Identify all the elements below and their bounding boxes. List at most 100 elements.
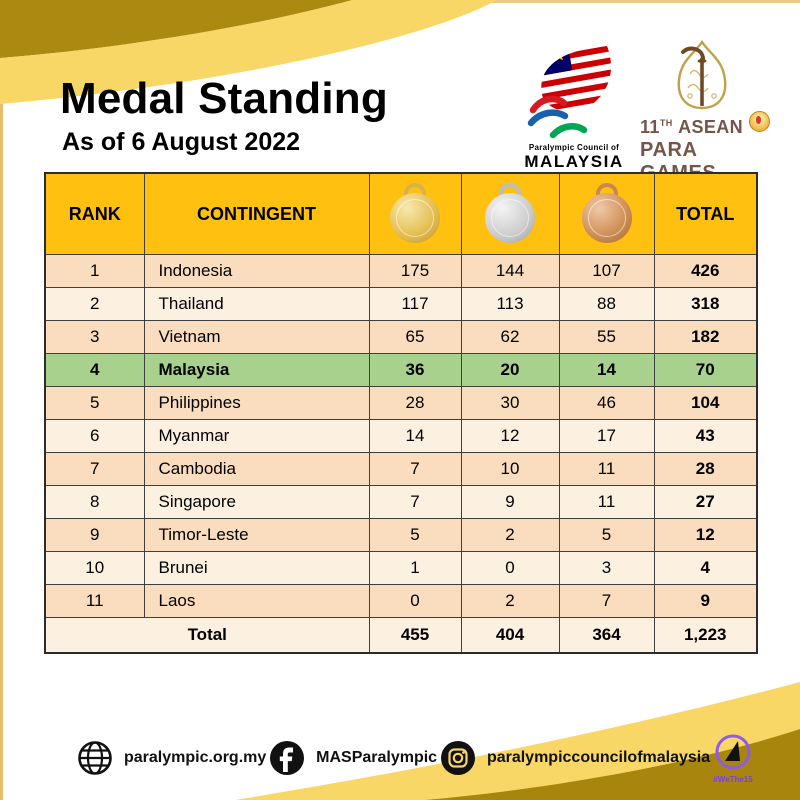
apg-line1: 11TH ASEAN: [640, 117, 744, 137]
header-total: TOTAL: [653, 172, 758, 255]
cell-total: 9: [653, 584, 758, 618]
cell-silver: 144: [460, 254, 560, 288]
cell-contingent: Philippines: [143, 386, 370, 420]
table-row: 8 Singapore 7 9 11 27: [44, 485, 758, 519]
cell-gold: 175: [368, 254, 462, 288]
facebook-item: MASParalympic: [268, 739, 437, 777]
facebook-icon: [270, 741, 305, 775]
cell-bronze: 17: [558, 419, 655, 453]
cell-rank: 1: [44, 254, 145, 288]
table-row: 11 Laos 0 2 7 9: [44, 584, 758, 618]
table-row: 9 Timor-Leste 5 2 5 12: [44, 518, 758, 552]
table-row: 7 Cambodia 7 10 11 28: [44, 452, 758, 486]
cell-gold: 14: [368, 419, 462, 453]
table-row: 6 Myanmar 14 12 17 43: [44, 419, 758, 453]
gunungan-keris-icon: [677, 39, 727, 110]
cell-bronze: 55: [558, 320, 655, 354]
pcm-caption-large: MALAYSIA: [524, 152, 624, 171]
cell-total: 27: [653, 485, 758, 519]
table-total-row: Total 455 404 364 1,223: [44, 617, 758, 654]
cell-gold: 117: [368, 287, 462, 321]
cell-rank: 10: [44, 551, 145, 585]
total-bronze: 364: [558, 617, 655, 654]
cell-contingent: Vietnam: [143, 320, 370, 354]
cell-bronze: 107: [558, 254, 655, 288]
page-subtitle: As of 6 August 2022: [62, 128, 301, 156]
cell-total: 318: [653, 287, 758, 321]
cell-bronze: 88: [558, 287, 655, 321]
page-title: Medal Standing: [60, 74, 388, 123]
apsf-emblem-icon: [749, 111, 770, 132]
header-gold: [368, 172, 462, 255]
cell-rank: 8: [44, 485, 145, 519]
cell-bronze: 7: [558, 584, 655, 618]
table-header-row: RANK CONTINGENT TOTAL: [44, 172, 758, 255]
wethe15-logo: #WeThe15: [712, 732, 754, 784]
bronze-medal-icon: [581, 183, 632, 245]
silver-medal-icon: [485, 183, 535, 245]
cell-total: 104: [653, 386, 758, 420]
table-row: 3 Vietnam 65 62 55 182: [44, 320, 758, 354]
cell-contingent: Malaysia: [143, 353, 370, 387]
cell-rank: 6: [44, 419, 145, 453]
cell-rank: 5: [44, 386, 145, 420]
cell-gold: 7: [368, 452, 462, 486]
top-gold-wave-decoration: [0, 0, 497, 104]
cell-bronze: 5: [558, 518, 655, 552]
cell-silver: 12: [460, 419, 560, 453]
cell-total: 182: [653, 320, 758, 354]
cell-contingent: Myanmar: [143, 419, 370, 453]
cell-silver: 10: [460, 452, 560, 486]
cell-gold: 28: [368, 386, 462, 420]
cell-contingent: Timor-Leste: [143, 518, 370, 552]
total-label: Total: [44, 617, 370, 654]
table-row: 10 Brunei 1 0 3 4: [44, 551, 758, 585]
cell-rank: 2: [44, 287, 145, 321]
facebook-label: MASParalympic: [316, 749, 438, 766]
header-contingent: CONTINGENT: [143, 172, 370, 255]
cell-contingent: Indonesia: [143, 254, 370, 288]
cell-bronze: 3: [558, 551, 655, 585]
medal-standings-table: RANK CONTINGENT TOTAL 1 Indonesia 175 14…: [44, 172, 758, 654]
instagram-icon: [440, 741, 475, 775]
globe-icon: [78, 741, 112, 775]
bottom-gold-wave-decoration: [235, 682, 800, 800]
cell-bronze: 11: [558, 452, 655, 486]
cell-bronze: 11: [558, 485, 655, 519]
cell-rank: 3: [44, 320, 145, 354]
cell-total: 12: [653, 518, 758, 552]
pcm-caption-small: Paralympic Council of: [528, 143, 620, 152]
cell-gold: 65: [368, 320, 462, 354]
cell-silver: 20: [460, 353, 560, 387]
cell-silver: 62: [460, 320, 560, 354]
header-rank: RANK: [44, 172, 145, 255]
cell-rank: 9: [44, 518, 145, 552]
cell-gold: 0: [368, 584, 462, 618]
header-bronze: [558, 172, 655, 255]
footer-social-bar: paralympic.org.my MASParalympic paralymp…: [76, 728, 754, 788]
cell-gold: 7: [368, 485, 462, 519]
table-row: 5 Philippines 28 30 46 104: [44, 386, 758, 420]
cell-silver: 9: [460, 485, 560, 519]
cell-contingent: Singapore: [143, 485, 370, 519]
total-overall: 1,223: [653, 617, 758, 654]
table-row-highlighted-malaysia: 4 Malaysia 36 20 14 70: [44, 353, 758, 387]
cell-silver: 0: [460, 551, 560, 585]
cell-rank: 4: [44, 353, 145, 387]
table-row: 1 Indonesia 175 144 107 426: [44, 254, 758, 288]
page-border-left: [0, 0, 3, 800]
cell-contingent: Brunei: [143, 551, 370, 585]
gold-medal-icon: [390, 183, 440, 245]
paralympic-council-malaysia-logo: Paralympic Council of MALAYSIA: [513, 44, 635, 172]
cell-rank: 11: [44, 584, 145, 618]
cell-contingent: Thailand: [143, 287, 370, 321]
cell-total: 70: [653, 353, 758, 387]
cell-silver: 113: [460, 287, 560, 321]
instagram-item: paralympiccouncilofmalaysia: [439, 739, 710, 777]
cell-total: 43: [653, 419, 758, 453]
cell-gold: 5: [368, 518, 462, 552]
total-gold: 455: [368, 617, 462, 654]
cell-total: 28: [653, 452, 758, 486]
cell-contingent: Cambodia: [143, 452, 370, 486]
cell-total: 426: [653, 254, 758, 288]
